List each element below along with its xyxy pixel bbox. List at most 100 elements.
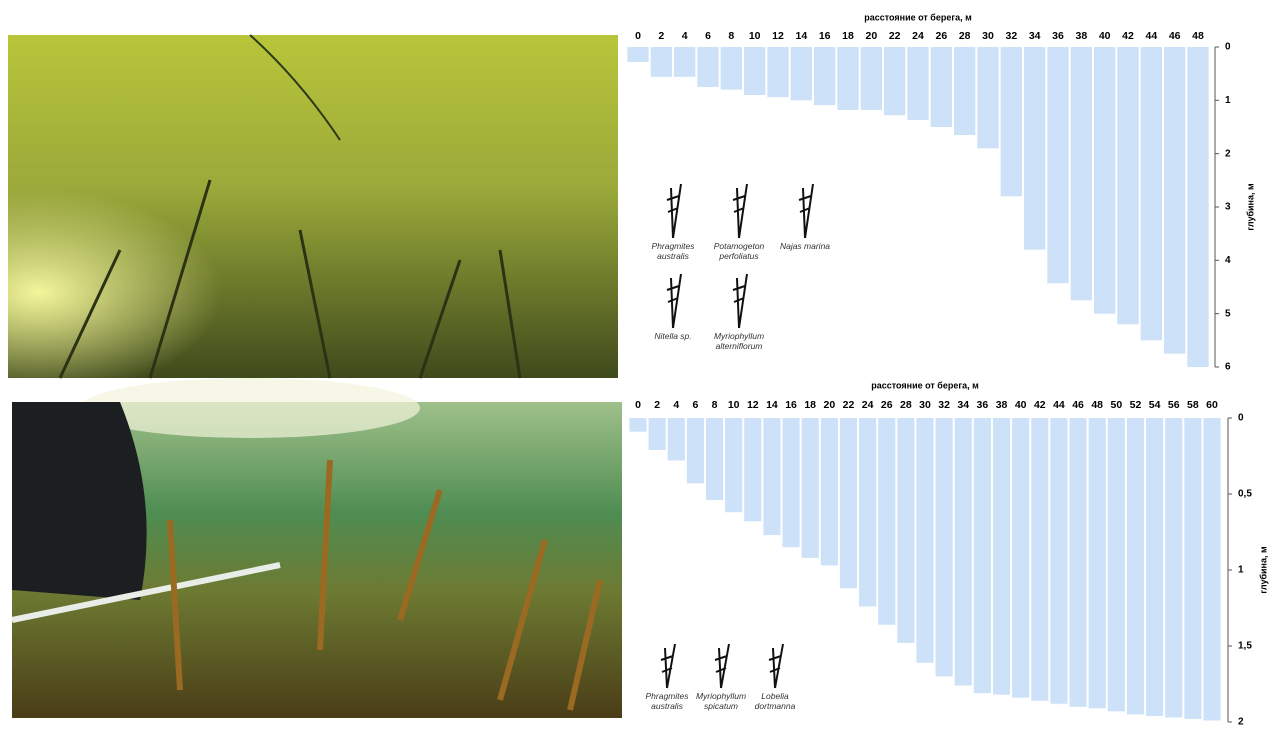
canvas: расстояние от берега, мглубина, м0246810…	[0, 0, 1277, 742]
x-tick-label: 38	[1075, 30, 1087, 42]
bar	[884, 47, 905, 115]
bar	[674, 47, 695, 77]
bar	[1164, 47, 1185, 354]
x-tick-label: 28	[900, 399, 912, 411]
legend-entry: Najas marina	[772, 242, 838, 270]
x-tick-label: 54	[1149, 399, 1161, 411]
x-tick-label: 12	[772, 30, 784, 42]
bar	[861, 47, 882, 110]
x-tick-label: 42	[1034, 399, 1046, 411]
x-tick-label: 2	[654, 399, 660, 411]
x-tick-label: 20	[823, 399, 835, 411]
bar	[763, 418, 780, 535]
x-tick-label: 52	[1130, 399, 1142, 411]
bar	[783, 418, 800, 547]
bar	[821, 418, 838, 565]
x-tick-label: 42	[1122, 30, 1134, 42]
bar	[814, 47, 835, 105]
x-tick-label: 0	[635, 399, 641, 411]
bar	[936, 418, 953, 676]
bar	[955, 418, 972, 686]
bar	[1070, 418, 1087, 707]
bar	[651, 47, 672, 77]
x-tick-label: 46	[1072, 399, 1084, 411]
bar	[791, 47, 812, 100]
bar	[725, 418, 742, 512]
bar	[721, 47, 742, 90]
bar	[859, 418, 876, 606]
x-tick-label: 10	[728, 399, 740, 411]
bar	[1187, 47, 1208, 367]
bar	[837, 47, 858, 110]
x-tick-label: 10	[749, 30, 761, 42]
bar	[687, 418, 704, 483]
bar	[1117, 47, 1138, 324]
bar	[1047, 47, 1068, 283]
bar	[1031, 418, 1048, 701]
bar	[744, 418, 761, 521]
bar	[1012, 418, 1029, 698]
x-tick-label: 36	[977, 399, 989, 411]
legend-entry: Potamogeton perfoliatus	[706, 242, 772, 270]
x-axis-title: расстояние от берега, м	[871, 380, 979, 390]
bar	[993, 418, 1010, 695]
bar	[840, 418, 857, 588]
y-tick-label: 1	[1225, 95, 1231, 106]
bar	[629, 418, 646, 432]
x-tick-label: 8	[728, 30, 734, 42]
bar	[706, 418, 723, 500]
species-name: Nitella sp.	[640, 332, 706, 342]
x-tick-label: 18	[842, 30, 854, 42]
x-axis-title: расстояние от берега, м	[864, 12, 972, 22]
bar	[897, 418, 914, 643]
bar	[931, 47, 952, 127]
bar	[627, 47, 648, 62]
figure: расстояние от берега, мглубина, м0246810…	[0, 0, 1277, 742]
species-name: Phragmites australis	[640, 242, 706, 262]
bar	[767, 47, 788, 97]
x-tick-label: 6	[692, 399, 698, 411]
bar	[1050, 418, 1067, 704]
x-tick-label: 34	[957, 399, 969, 411]
y-tick-label: 5	[1225, 308, 1231, 319]
bar	[974, 418, 991, 693]
species-name: Lobelia dortmanna	[748, 692, 802, 712]
bar	[649, 418, 666, 450]
y-tick-label: 3	[1225, 202, 1231, 213]
species-name: Phragmites australis	[640, 692, 694, 712]
bar	[1127, 418, 1144, 714]
legend-entry: Phragmites australis	[640, 242, 706, 270]
bar	[1024, 47, 1045, 250]
x-tick-label: 24	[912, 30, 924, 42]
bar	[1165, 418, 1182, 717]
x-tick-label: 2	[658, 30, 664, 42]
bar	[1108, 418, 1125, 711]
bar	[1184, 418, 1201, 719]
legend-entry: Myriophyllum alterniflorum	[706, 332, 772, 360]
x-tick-label: 0	[635, 30, 641, 42]
x-tick-label: 14	[795, 30, 807, 42]
x-tick-label: 6	[705, 30, 711, 42]
y-tick-label: 0	[1225, 42, 1231, 53]
x-tick-label: 24	[862, 399, 874, 411]
photo-top	[8, 35, 618, 378]
x-tick-label: 32	[1005, 30, 1017, 42]
x-tick-label: 50	[1110, 399, 1122, 411]
y-tick-label: 1,5	[1238, 641, 1252, 652]
bar	[744, 47, 765, 95]
x-tick-label: 4	[682, 30, 688, 42]
species-name: Najas marina	[772, 242, 838, 252]
x-tick-label: 38	[996, 399, 1008, 411]
x-tick-label: 16	[819, 30, 831, 42]
y-tick-label: 2	[1238, 717, 1244, 728]
x-tick-label: 34	[1029, 30, 1041, 42]
x-tick-label: 56	[1168, 399, 1180, 411]
bar	[878, 418, 895, 625]
x-tick-label: 44	[1145, 30, 1157, 42]
x-tick-label: 48	[1091, 399, 1103, 411]
legend-entry: Phragmites australis	[640, 692, 694, 720]
bar	[907, 47, 928, 120]
x-tick-label: 30	[919, 399, 931, 411]
x-tick-label: 44	[1053, 399, 1065, 411]
x-tick-label: 22	[843, 399, 855, 411]
